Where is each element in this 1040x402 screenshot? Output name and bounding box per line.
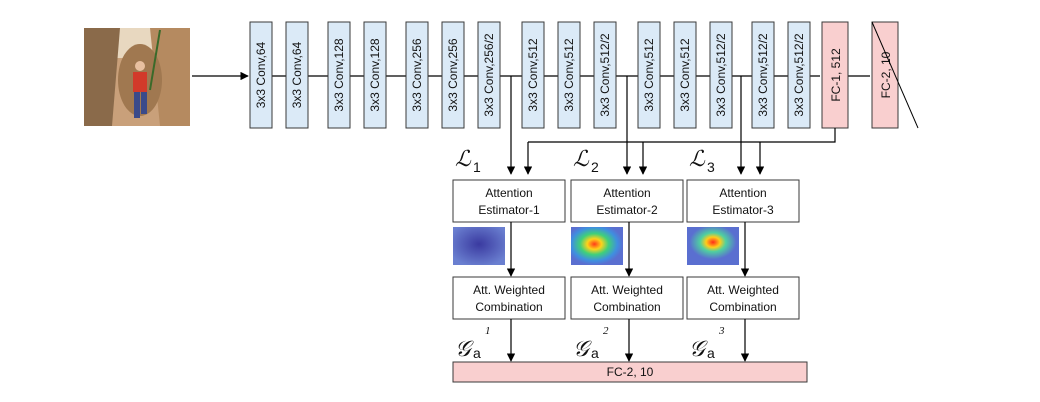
loss-index: 2 xyxy=(591,159,599,175)
conv-block: 3x3 Conv,256 xyxy=(441,21,465,129)
conv-label: 3x3 Conv,512 xyxy=(562,38,576,111)
attention-estimator-box xyxy=(570,179,684,223)
attention-estimator-box xyxy=(686,179,800,223)
conv-label: 3x3 Conv,256 xyxy=(446,38,460,111)
g-subscript: a xyxy=(591,345,599,361)
conv-label: 3x3 Conv,512/2 xyxy=(714,33,728,116)
combination-line1: Att. Weighted xyxy=(707,283,779,297)
conv-block: 3x3 Conv,256 xyxy=(405,21,429,129)
combination-line2: Combination xyxy=(593,300,660,314)
conv-label: 3x3 Conv,512/2 xyxy=(792,33,806,116)
fc1-label: FC-1, 512 xyxy=(829,48,843,102)
g-symbol: 𝒢 xyxy=(689,336,708,361)
conv-label: 3x3 Conv,64 xyxy=(254,41,268,108)
attention-heatmap xyxy=(687,227,739,265)
attention-heatmap xyxy=(571,227,623,265)
conv-block: 3x3 Conv,512/2 xyxy=(787,21,811,129)
estimator-title-line1: Attention xyxy=(603,186,650,200)
fc2-bottom-block: FC-2, 10 xyxy=(452,361,808,383)
fc2-bottom-label: FC-2, 10 xyxy=(607,365,654,379)
g-symbol: 𝒢 xyxy=(455,336,474,361)
conv-label: 3x3 Conv,512 xyxy=(642,38,656,111)
conv-label: 3x3 Conv,128 xyxy=(332,38,346,111)
attention-estimator-box xyxy=(452,179,566,223)
estimator-title-line2: Estimator-3 xyxy=(712,203,774,217)
conv-label: 3x3 Conv,512/2 xyxy=(598,33,612,116)
loss-index: 3 xyxy=(707,159,715,175)
weighted-combination-box xyxy=(452,276,566,320)
conv-label: 3x3 Conv,64 xyxy=(290,41,304,108)
g-superscript: 3 xyxy=(718,325,725,337)
estimator-title-line2: Estimator-2 xyxy=(596,203,658,217)
attention-heatmap xyxy=(453,227,505,265)
fc2-top-block: FC-2, 10 xyxy=(871,21,919,129)
estimator-title-line1: Attention xyxy=(719,186,766,200)
g-symbol: 𝒢 xyxy=(573,336,592,361)
feature-branches xyxy=(506,76,746,175)
global-feature-branch xyxy=(523,128,836,175)
estimator-title-line1: Attention xyxy=(485,186,532,200)
conv-block: 3x3 Conv,64 xyxy=(285,21,309,129)
combination-line1: Att. Weighted xyxy=(591,283,663,297)
conv-label: 3x3 Conv,512 xyxy=(678,38,692,111)
conv-block: 3x3 Conv,512 xyxy=(521,21,545,129)
combination-line1: Att. Weighted xyxy=(473,283,545,297)
conv-label: 3x3 Conv,128 xyxy=(368,38,382,111)
conv-label: 3x3 Conv,256/2 xyxy=(482,33,496,116)
conv-label: 3x3 Conv,256 xyxy=(410,38,424,111)
conv-block: 3x3 Conv,256/2 xyxy=(477,21,501,129)
conv-block: 3x3 Conv,512 xyxy=(637,21,661,129)
weighted-combination-box xyxy=(686,276,800,320)
conv-label: 3x3 Conv,512 xyxy=(526,38,540,111)
conv-block: 3x3 Conv,512 xyxy=(673,21,697,129)
fc1-block: FC-1, 512 xyxy=(821,21,849,129)
g-subscript: a xyxy=(707,345,715,361)
conv-block: 3x3 Conv,64 xyxy=(249,21,273,129)
conv-block: 3x3 Conv,128 xyxy=(363,21,387,129)
input-image xyxy=(84,28,190,126)
estimator-title-line2: Estimator-1 xyxy=(478,203,540,217)
conv-block: 3x3 Conv,512/2 xyxy=(709,21,733,129)
loss-symbol: ℒ xyxy=(455,146,472,171)
g-superscript: 1 xyxy=(485,325,491,337)
loss-index: 1 xyxy=(473,159,481,175)
cross-out-line xyxy=(871,21,919,129)
g-subscript: a xyxy=(473,345,481,361)
loss-symbol: ℒ xyxy=(573,146,590,171)
combination-line2: Combination xyxy=(709,300,776,314)
conv-block: 3x3 Conv,128 xyxy=(327,21,351,129)
conv-block: 3x3 Conv,512/2 xyxy=(751,21,775,129)
conv-block: 3x3 Conv,512/2 xyxy=(593,21,617,129)
combination-line2: Combination xyxy=(475,300,542,314)
weighted-combination-box xyxy=(570,276,684,320)
fc2-top-label: FC-2, 10 xyxy=(879,51,893,98)
conv-layer-stack: 3x3 Conv,64 3x3 Conv,64 3x3 Conv,128 3x3 Co… xyxy=(249,21,811,129)
conv-block: 3x3 Conv,512 xyxy=(557,21,581,129)
conv-label: 3x3 Conv,512/2 xyxy=(756,33,770,116)
loss-symbol: ℒ xyxy=(689,146,706,171)
g-superscript: 2 xyxy=(603,325,609,337)
